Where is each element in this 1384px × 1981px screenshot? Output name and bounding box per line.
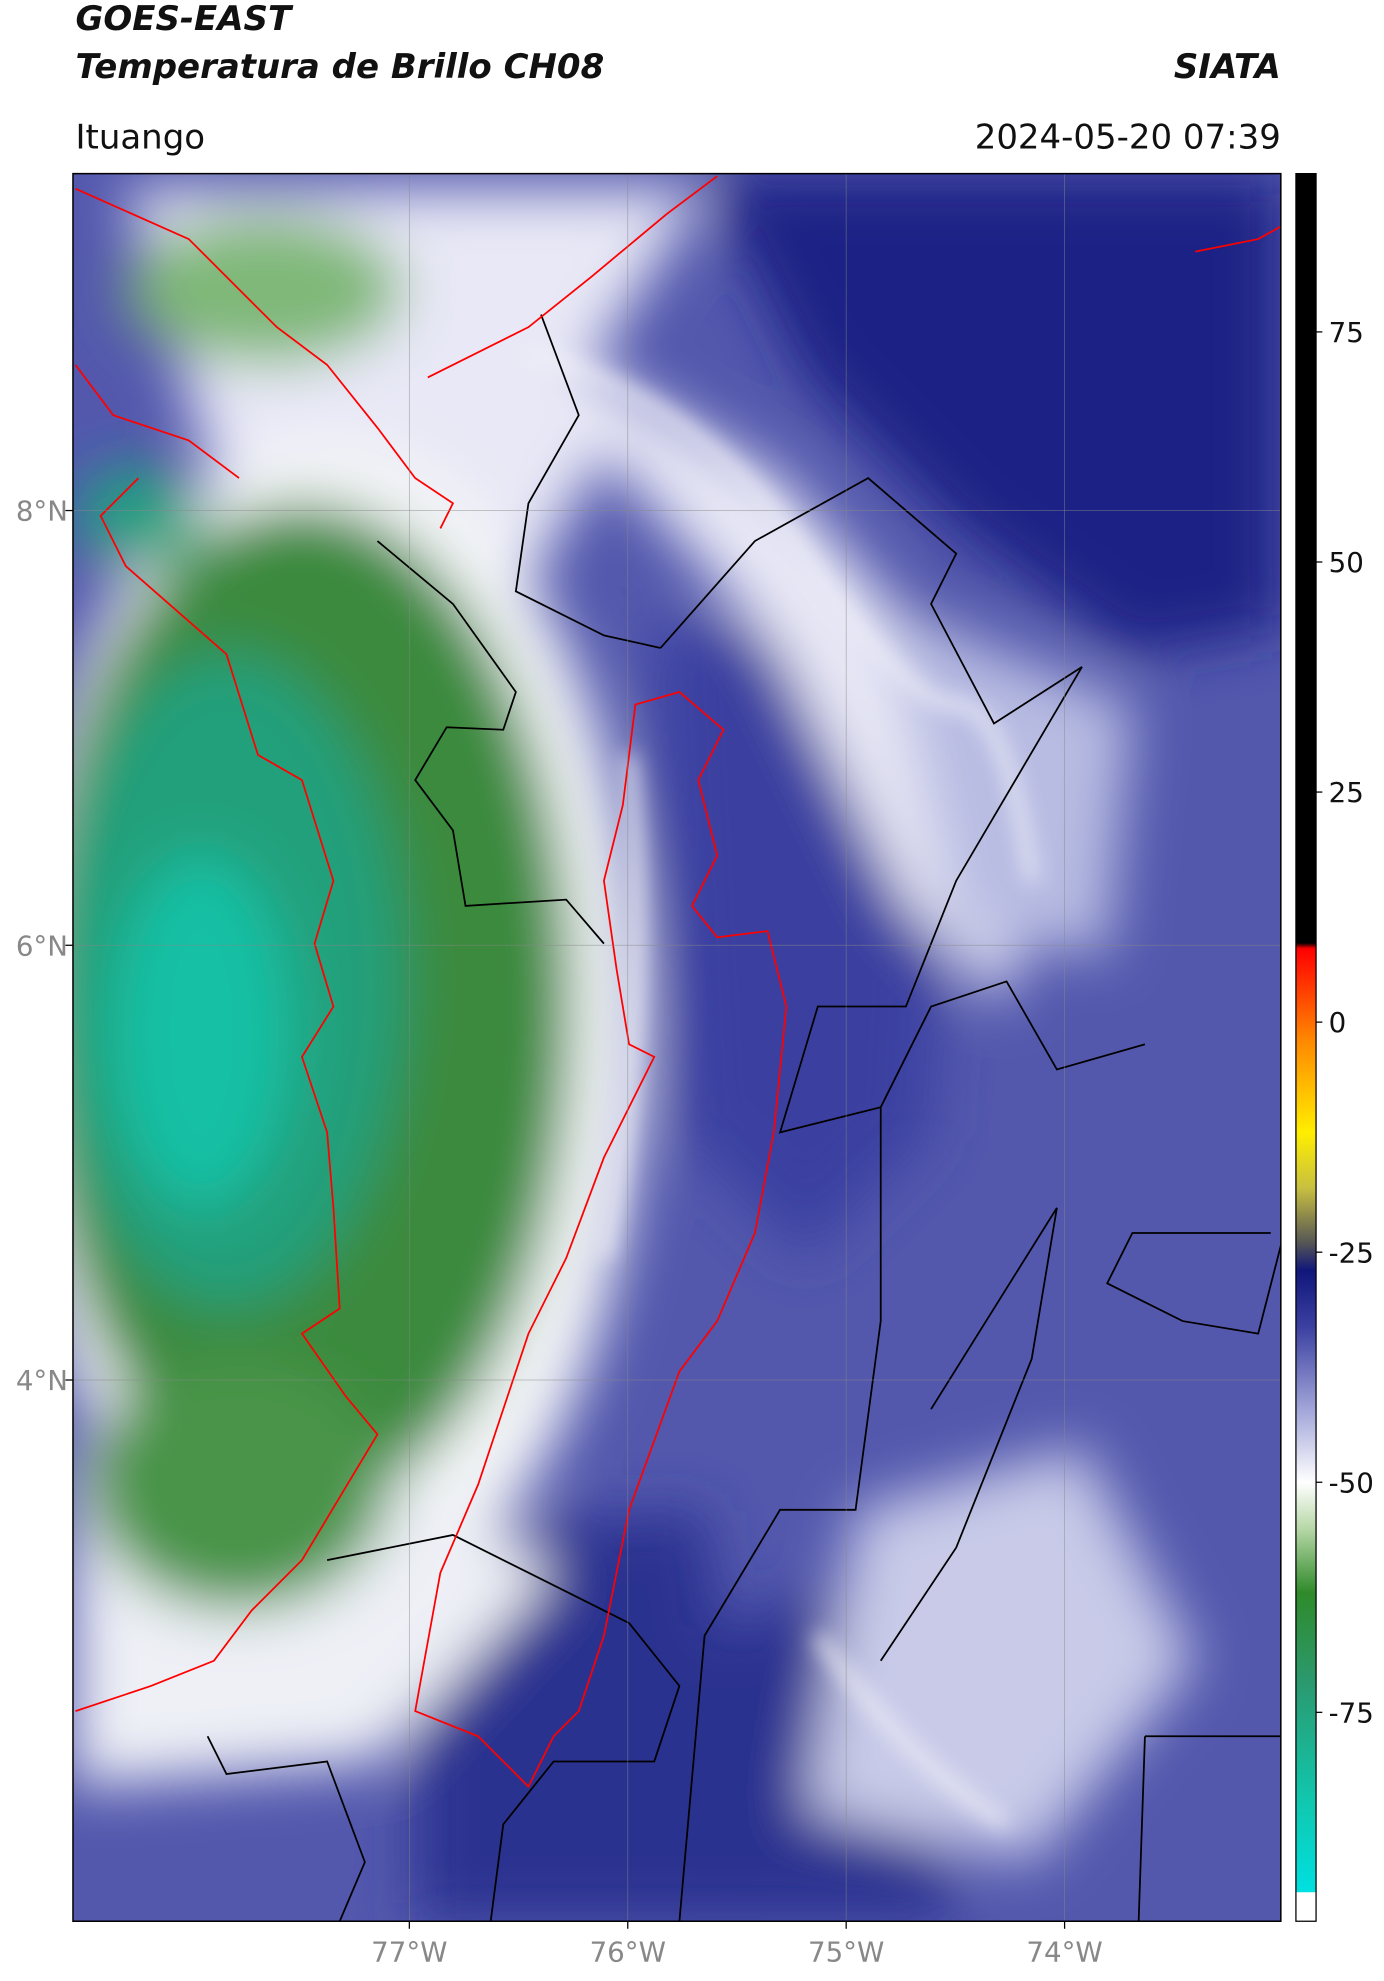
x-tick-label: 77°W	[371, 1935, 447, 1968]
title: GOES-EAST	[75, 0, 293, 39]
colorbar-label: 25	[1329, 776, 1364, 809]
colorbar-label: 0	[1329, 1006, 1347, 1039]
datetime: 2024-05-20 07:39	[975, 117, 1281, 157]
x-tick-label: 76°W	[590, 1935, 666, 1968]
satellite-image	[72, 173, 1281, 1922]
colorbar-label: -50	[1329, 1466, 1374, 1499]
colorbar-label: 50	[1329, 546, 1364, 579]
x-tick-label: 75°W	[808, 1935, 884, 1968]
brand: SIATA	[1174, 47, 1281, 87]
y-tick-label: 4°N	[16, 1364, 68, 1397]
map-frame	[72, 172, 1282, 1922]
y-tick-label: 6°N	[16, 929, 68, 962]
admin-boundaries	[206, 314, 1281, 1922]
colorbar-label: -25	[1329, 1236, 1374, 1269]
y-tick-label: 8°N	[16, 495, 68, 528]
x-tick-label: 74°W	[1026, 1935, 1102, 1968]
graticule	[72, 173, 1281, 1922]
region-outline	[74, 175, 1281, 1789]
location: Ituango	[75, 117, 205, 157]
colorbar-label: 75	[1329, 316, 1364, 349]
colorbar-label: -75	[1329, 1696, 1374, 1729]
colorbar	[1295, 172, 1317, 1922]
subtitle: Temperatura de Brillo CH08	[75, 47, 604, 87]
